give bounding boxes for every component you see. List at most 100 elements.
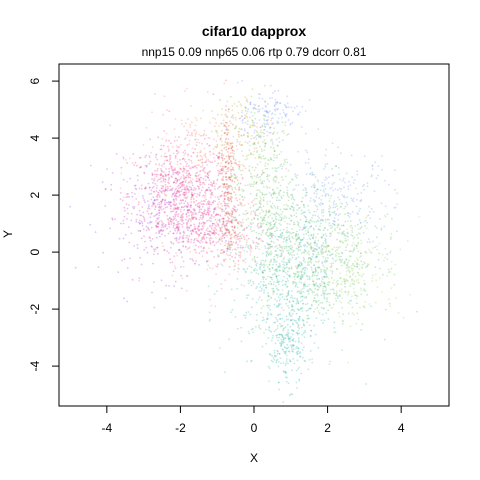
data-point [211, 185, 214, 188]
data-point [143, 248, 146, 251]
data-point [225, 115, 228, 118]
data-point [316, 285, 319, 287]
data-point [335, 294, 338, 297]
data-point [303, 324, 306, 327]
data-point [281, 216, 283, 219]
data-point [243, 165, 246, 168]
data-point [184, 90, 186, 92]
data-point [223, 82, 226, 85]
data-point [164, 179, 167, 181]
data-point [272, 122, 275, 125]
data-point [337, 166, 340, 169]
data-point [283, 159, 286, 161]
data-point [201, 161, 204, 164]
data-point [212, 222, 214, 225]
data-point [265, 254, 268, 256]
data-point [156, 198, 159, 201]
data-point [240, 326, 243, 329]
data-point [297, 237, 300, 239]
data-point [275, 175, 277, 178]
data-point [375, 177, 378, 180]
data-point [281, 121, 284, 124]
data-point [265, 185, 268, 188]
data-point [161, 199, 164, 202]
data-point [177, 213, 180, 215]
data-point [342, 224, 345, 227]
data-point [318, 286, 321, 289]
data-point [307, 227, 310, 230]
data-point [358, 268, 361, 270]
data-point [155, 226, 158, 229]
data-point [230, 236, 233, 239]
data-point [331, 183, 334, 186]
data-point [193, 187, 196, 189]
data-point [337, 246, 340, 249]
data-point [304, 216, 307, 219]
data-point [256, 262, 259, 264]
data-point [223, 259, 226, 261]
data-point [225, 239, 227, 242]
data-point [205, 203, 208, 206]
data-point [165, 132, 168, 135]
data-point [298, 327, 301, 330]
data-point [312, 233, 315, 235]
data-point [313, 297, 316, 299]
data-point [178, 172, 181, 174]
data-point [319, 204, 322, 206]
data-point [325, 275, 328, 278]
data-point [261, 217, 264, 220]
data-point [155, 173, 158, 176]
data-point [337, 196, 340, 199]
data-point [241, 115, 243, 117]
data-point [252, 185, 255, 188]
data-point [327, 218, 330, 221]
data-point [329, 292, 331, 295]
data-point [338, 295, 341, 298]
data-point [205, 189, 208, 192]
data-point [331, 142, 334, 145]
data-point [274, 108, 277, 110]
data-point [273, 176, 276, 179]
data-point [313, 297, 316, 300]
data-point [274, 354, 276, 357]
data-point [364, 283, 367, 286]
data-point [206, 211, 209, 214]
data-point [347, 312, 350, 315]
data-point [205, 241, 207, 244]
data-point [283, 371, 285, 373]
data-point [277, 266, 280, 268]
data-point [305, 296, 307, 299]
data-point [153, 281, 155, 283]
data-point [305, 188, 308, 190]
data-point [252, 205, 255, 208]
data-point [257, 105, 260, 107]
data-point [244, 141, 247, 144]
data-point [287, 293, 289, 295]
data-point [371, 280, 374, 283]
data-point [275, 275, 278, 278]
data-point [347, 281, 350, 283]
data-point [351, 273, 354, 276]
data-point [296, 353, 299, 355]
data-point [314, 268, 317, 271]
data-point [157, 136, 160, 139]
data-point [272, 258, 275, 260]
data-point [239, 182, 242, 185]
data-point [155, 175, 158, 178]
data-point [273, 358, 276, 361]
data-point [304, 227, 307, 229]
data-point [287, 169, 290, 172]
data-point [187, 240, 190, 242]
data-point [279, 229, 282, 232]
data-point [288, 350, 291, 353]
data-point [292, 357, 294, 360]
data-point [168, 167, 171, 170]
data-point [323, 282, 326, 285]
data-point [247, 132, 250, 135]
data-point [155, 198, 158, 201]
data-point [219, 138, 222, 141]
data-point [169, 258, 172, 260]
data-point [270, 234, 273, 237]
data-point [184, 161, 187, 163]
data-point [198, 234, 200, 237]
